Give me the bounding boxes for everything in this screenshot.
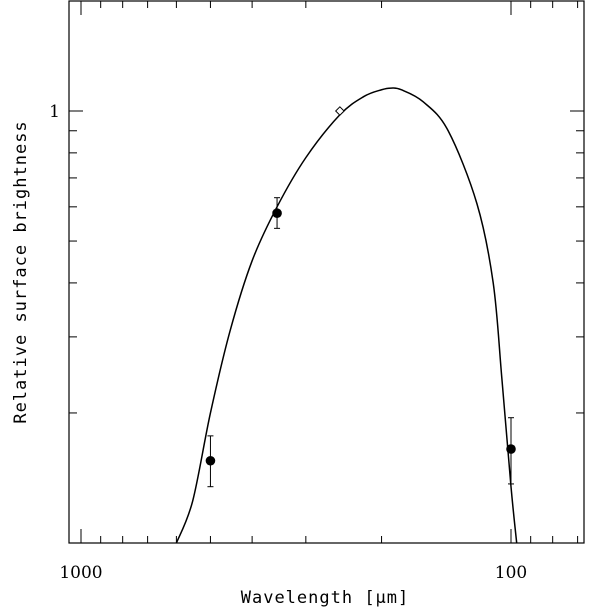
diamond-marker-0 bbox=[334, 106, 345, 116]
y-axis-label: Relative surface brightness bbox=[11, 120, 31, 423]
filled-circle-marker bbox=[205, 455, 216, 466]
x-axis-label: Wavelength [μm] bbox=[241, 588, 410, 608]
y-tick-label-1: 1 bbox=[49, 102, 60, 122]
filled-circle-marker bbox=[272, 208, 282, 218]
data-markers bbox=[205, 106, 516, 488]
x-tick-label-100: 100 bbox=[495, 563, 527, 583]
data-point-2 bbox=[506, 417, 516, 485]
data-point-0 bbox=[205, 435, 216, 488]
axis-ticks bbox=[69, 1, 584, 544]
model-curve bbox=[175, 87, 518, 544]
filled-circle-marker bbox=[506, 444, 516, 454]
plot-frame bbox=[68, 0, 585, 544]
data-point-1 bbox=[272, 197, 282, 229]
x-tick-label-1000: 1000 bbox=[59, 563, 102, 583]
